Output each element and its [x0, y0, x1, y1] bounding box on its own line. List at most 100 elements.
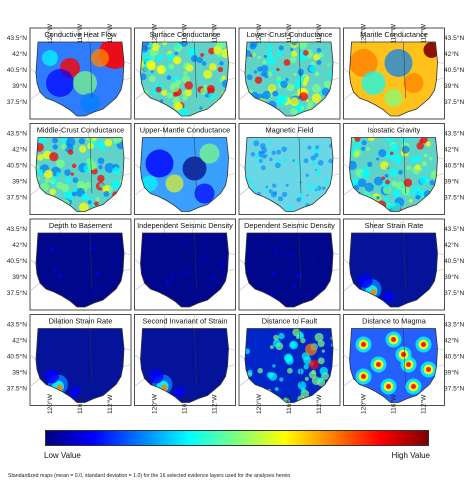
longitude-tick-label: 112°W [211, 23, 219, 43]
latitude-tick-label: 40.5°N [444, 353, 464, 361]
state-outline [140, 232, 229, 308]
panel-title: Second Invariant of Strain [142, 317, 227, 326]
internal-border [89, 41, 93, 99]
state-outline [244, 137, 334, 212]
latitude-tick-label: 43.5°N [7, 130, 27, 138]
panel-title: Isostatic Gravity [368, 126, 421, 135]
panel-title: Mantle Conductance [360, 30, 428, 39]
state-outline [35, 232, 125, 308]
longitude-tick-label: 116°W [285, 23, 293, 43]
map-panel: Second Invariant of Strain [134, 314, 236, 406]
state-outline [349, 41, 438, 117]
longitude-tick-label: 116°W [76, 23, 84, 43]
neighbor-borders [343, 218, 445, 292]
map-panel: Dilation Strain Rate [29, 314, 132, 406]
latitude-tick-label: 40.5°N [7, 66, 27, 74]
longitude-tick-label: 112°W [211, 394, 219, 414]
latitude-tick-label: 43.5°N [444, 321, 464, 329]
map-panel: Depth to Basement [29, 218, 132, 311]
map-panel: Lower-Crust Conductance [238, 27, 341, 120]
map-panel: Dependent Seismic Density [238, 218, 341, 311]
longitude-tick-label: 112°W [420, 23, 428, 43]
internal-border [403, 328, 406, 385]
latitude-tick-label: 37.5°N [444, 194, 464, 202]
latitude-tick-label: 40.5°N [444, 257, 464, 265]
internal-border [89, 137, 93, 194]
longitude-tick-label: 112°W [106, 23, 114, 43]
neighbor-borders [134, 123, 236, 196]
longitude-tick-label: 120°W [360, 23, 368, 44]
latitude-tick-label: 42°N [12, 241, 27, 249]
latitude-tick-label: 37.5°N [7, 385, 27, 393]
state-outline [349, 232, 438, 308]
panel-title: Distance to Fault [262, 317, 317, 326]
map-panel: Middle-Crust Conductance [29, 123, 132, 215]
longitude-tick-label: 116°W [390, 23, 398, 43]
panel-title: Distance to Magma [362, 317, 427, 326]
internal-border [89, 232, 93, 290]
panel-title: Depth to Basement [49, 221, 112, 230]
latitude-tick-label: 37.5°N [7, 98, 27, 106]
neighbor-borders [29, 27, 132, 101]
high-value-label: High Value [391, 451, 430, 460]
figure-caption: Standardized maps (mean = 0.0, standard … [8, 473, 291, 479]
panel-title: Magnetic Field [265, 126, 313, 135]
latitude-tick-label: 42°N [12, 337, 27, 345]
latitude-tick-label: 42°N [444, 50, 459, 58]
internal-border [194, 41, 197, 99]
state-outline [244, 328, 334, 403]
panel-title: Independent Seismic Density [137, 221, 233, 230]
neighbor-borders [343, 314, 445, 387]
longitude-tick-label: 112°W [420, 394, 428, 414]
map-panel: Surface Conductance [134, 27, 236, 120]
longitude-tick-label: 116°W [285, 394, 293, 414]
latitude-tick-label: 37.5°N [7, 289, 27, 297]
neighbor-borders [134, 27, 236, 101]
state-outline [349, 328, 438, 403]
latitude-tick-label: 39°N [444, 82, 459, 90]
latitude-tick-label: 42°N [444, 337, 459, 345]
panel-title: Dilation Strain Rate [49, 317, 113, 326]
internal-border [194, 328, 197, 385]
panel-title: Middle-Crust Conductance [37, 126, 125, 135]
neighbor-borders [29, 123, 132, 196]
longitude-tick-label: 120°W [360, 393, 368, 414]
latitude-tick-label: 39°N [12, 178, 27, 186]
latitude-tick-label: 43.5°N [7, 321, 27, 329]
map-panel: Mantle Conductance [343, 27, 445, 120]
map-panel: Conductive Heat Flow [29, 27, 132, 120]
longitude-tick-label: 120°W [255, 23, 263, 44]
internal-border [194, 137, 197, 194]
state-outline [140, 137, 229, 212]
latitude-tick-label: 43.5°N [7, 225, 27, 233]
latitude-tick-label: 37.5°N [444, 98, 464, 106]
panel-title: Surface Conductance [149, 30, 220, 39]
longitude-tick-label: 116°W [76, 394, 84, 414]
longitude-tick-label: 120°W [255, 393, 263, 414]
colorbar [45, 430, 429, 446]
latitude-tick-label: 39°N [12, 82, 27, 90]
longitude-tick-label: 116°W [181, 394, 189, 414]
latitude-tick-label: 39°N [12, 273, 27, 281]
latitude-tick-label: 39°N [444, 178, 459, 186]
internal-border [89, 328, 93, 385]
internal-border [298, 137, 302, 194]
longitude-tick-label: 116°W [181, 23, 189, 43]
panel-title: Lower-Crust Conductance [247, 30, 333, 39]
internal-border [403, 41, 406, 99]
internal-border [298, 41, 302, 99]
longitude-tick-label: 120°W [151, 23, 159, 44]
state-outline [140, 41, 229, 117]
low-value-label: Low Value [44, 451, 81, 460]
latitude-tick-label: 42°N [444, 241, 459, 249]
neighbor-borders [238, 123, 341, 196]
longitude-tick-label: 112°W [315, 23, 323, 43]
latitude-tick-label: 39°N [444, 273, 459, 281]
neighbor-borders [29, 314, 132, 387]
state-outline [140, 328, 229, 403]
latitude-tick-label: 37.5°N [444, 289, 464, 297]
neighbor-borders [238, 314, 341, 387]
state-outline [35, 137, 125, 212]
neighbor-borders [343, 27, 445, 101]
internal-border [403, 137, 406, 194]
